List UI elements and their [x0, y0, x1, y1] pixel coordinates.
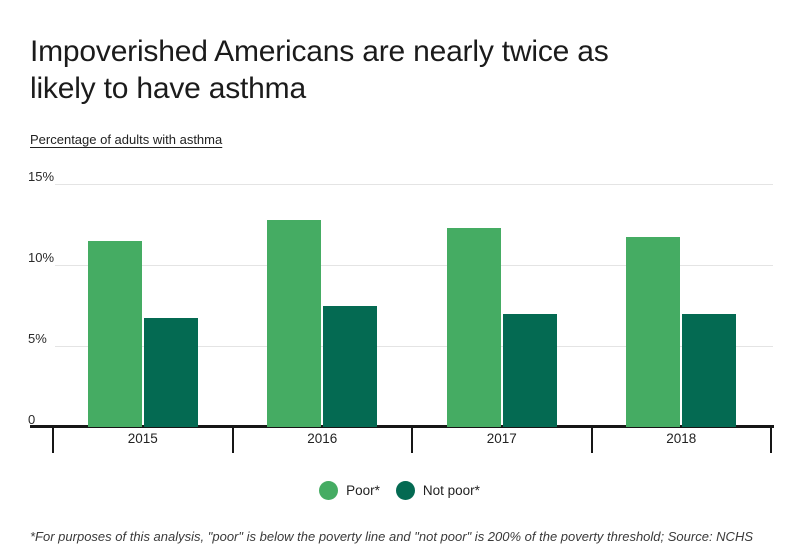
- x-axis-label-2015: 2015: [127, 431, 158, 446]
- x-axis-baseline: [30, 425, 774, 428]
- bar-2017-not-poor: [502, 313, 557, 427]
- bar-2015-poor: [87, 240, 142, 427]
- x-axis-tick-3: [590, 427, 593, 453]
- page-title-line-2: likely to have asthma: [30, 72, 306, 105]
- footnote: *For purposes of this analysis, "poor" i…: [30, 529, 753, 544]
- y-gridline-10: [55, 265, 773, 266]
- x-axis-tick-4: [770, 427, 772, 453]
- x-axis-label-2016: 2016: [307, 431, 338, 446]
- y-axis-label-5: 5%: [28, 331, 47, 346]
- x-axis-tick-1: [231, 427, 234, 453]
- page-title: Impoverished Americans are nearly twice …: [30, 33, 740, 107]
- chart-legend: Poor* Not poor*: [0, 479, 799, 501]
- page-title-line-1: Impoverished Americans are nearly twice …: [30, 35, 609, 68]
- bar-2018-not-poor: [682, 313, 737, 427]
- y-axis-label-0: 0: [28, 412, 36, 427]
- legend-item-not-poor: Not poor*: [395, 480, 480, 500]
- not-poor-swatch-icon: [395, 480, 415, 500]
- y-axis-label-10: 10%: [28, 250, 55, 265]
- legend-label-poor: Poor*: [346, 482, 380, 498]
- bar-2017-poor: [446, 227, 501, 427]
- bar-2018-poor: [626, 237, 681, 427]
- bar-2015-not-poor: [143, 318, 198, 427]
- x-axis-tick-0: [52, 427, 54, 453]
- legend-label-not-poor: Not poor*: [422, 482, 480, 498]
- x-axis-tick-2: [411, 427, 413, 453]
- x-axis-label-2017: 2017: [486, 431, 517, 446]
- bar-2016-poor: [267, 219, 322, 427]
- x-axis-label-2018: 2018: [666, 431, 697, 446]
- y-gridline-15: [55, 184, 773, 185]
- legend-item-poor: Poor*: [319, 480, 380, 500]
- bar-2016-not-poor: [323, 305, 378, 427]
- y-gridline-5: [55, 346, 773, 347]
- poor-swatch-icon: [319, 480, 339, 500]
- y-axis-label-15: 15%: [28, 169, 55, 184]
- chart-subtitle: Percentage of adults with asthma: [30, 132, 223, 147]
